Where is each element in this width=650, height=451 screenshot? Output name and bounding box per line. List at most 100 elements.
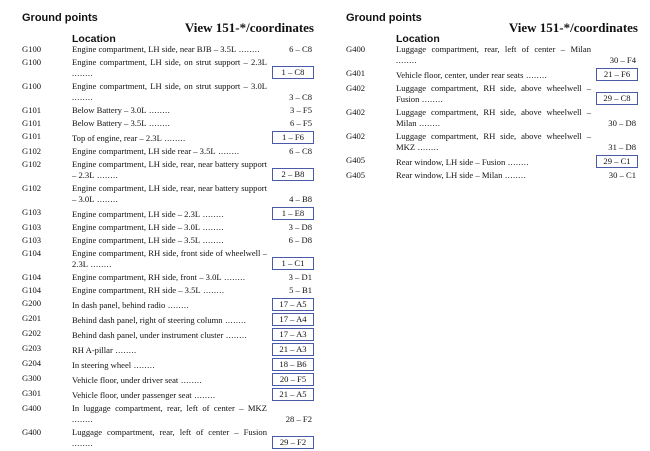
ground-row: G301 Vehicle floor, under passenger seat 2… — [22, 388, 314, 401]
ground-id: G100 — [22, 44, 42, 54]
ref-link[interactable]: 21 – F6 — [596, 68, 638, 81]
ref-link[interactable]: 18 – B6 — [272, 358, 314, 371]
ground-id: G104 — [22, 285, 42, 295]
ground-id: G104 — [22, 248, 42, 258]
ground-row: G102 Engine compartment, LH side, rear, n… — [22, 183, 314, 205]
location-text: Engine compartment, LH side, near BJB – … — [72, 44, 267, 55]
ground-id: G405 — [346, 170, 366, 180]
ref-link[interactable]: 20 – F5 — [272, 373, 314, 386]
ground-id: G101 — [22, 131, 42, 141]
ref-cell: 3 – C8 — [267, 92, 314, 103]
section-title: Ground points — [346, 12, 422, 24]
location-text: Vehicle floor, center, under rear seats — [396, 70, 591, 81]
location-text: RH A-pillar — [72, 345, 267, 356]
ref-cell: 29 – F2 — [267, 436, 314, 449]
ref-link: 3 – C8 — [289, 92, 312, 102]
ref-link[interactable]: 29 – C1 — [596, 155, 638, 168]
location-text: Engine compartment, LH side – 2.3L — [72, 209, 267, 220]
ref-cell: 30 – C1 — [591, 170, 638, 181]
ref-cell: 3 – D1 — [267, 272, 314, 283]
ground-row: G300 Vehicle floor, under driver seat 20 –… — [22, 373, 314, 386]
location-text: Luggage compartment, RH side, above whee… — [396, 83, 591, 105]
ground-row: G400 Luggage compartment, rear, left of c… — [346, 44, 638, 66]
ground-id: G104 — [22, 272, 42, 282]
ref-link[interactable]: 17 – A3 — [272, 328, 314, 341]
ref-link[interactable]: 1 – F6 — [272, 131, 314, 144]
location-text: Engine compartment, LH side, rear, near … — [72, 183, 267, 205]
ref-link[interactable]: 17 – A5 — [272, 298, 314, 311]
ref-cell: 2 – B8 — [267, 168, 314, 181]
ref-cell: 6 – C8 — [267, 146, 314, 157]
ground-row: G100 Engine compartment, LH side, on stru… — [22, 81, 314, 103]
ref-link: 3 – D1 — [288, 272, 312, 282]
section-title: Ground points — [22, 12, 98, 24]
ref-link[interactable]: 21 – A5 — [272, 388, 314, 401]
ground-id: G203 — [22, 343, 42, 353]
ref-cell: 6 – C8 — [267, 44, 314, 55]
location-text: Engine compartment, RH side, front – 3.0… — [72, 272, 267, 283]
ref-link[interactable]: 17 – A4 — [272, 313, 314, 326]
ground-id: G402 — [346, 131, 366, 141]
ref-link: 6 – D8 — [288, 235, 312, 245]
ground-id: G200 — [22, 298, 42, 308]
ground-id: G405 — [346, 155, 366, 165]
ground-id: G402 — [346, 107, 366, 117]
ref-link: 30 – D8 — [608, 118, 636, 128]
ground-row: G100 Engine compartment, LH side, on stru… — [22, 57, 314, 79]
location-text: Vehicle floor, under passenger seat — [72, 390, 267, 401]
location-text: In dash panel, behind radio — [72, 300, 267, 311]
ref-link: 6 – C8 — [289, 44, 312, 54]
ground-id: G301 — [22, 388, 42, 398]
ref-link[interactable]: 2 – B8 — [272, 168, 314, 181]
ground-row: G201 Behind dash panel, right of steering… — [22, 313, 314, 326]
location-text: Behind dash panel, under instrument clus… — [72, 330, 267, 341]
ground-id: G103 — [22, 222, 42, 232]
location-text: Luggage compartment, rear, left of cente… — [396, 44, 591, 66]
ground-id: G402 — [346, 83, 366, 93]
view-title: View 151-*/coordinates — [184, 20, 314, 35]
ground-row: G103 Engine compartment, LH side – 2.3L 1 … — [22, 207, 314, 220]
ground-row: G101 Below Battery – 3.5L 6 – F5 — [22, 118, 314, 129]
ref-cell: 1 – C8 — [267, 66, 314, 79]
location-text: Top of engine, rear – 2.3L — [72, 133, 267, 144]
ground-id: G103 — [22, 235, 42, 245]
location-heading: Location — [396, 33, 440, 45]
ref-link: 5 – B1 — [289, 285, 312, 295]
ref-cell: 28 – F2 — [267, 414, 314, 425]
ref-link: 30 – F4 — [609, 55, 636, 65]
ground-row: G400 In luggage compartment, rear, left o… — [22, 403, 314, 425]
ref-link: 3 – F5 — [290, 105, 312, 115]
location-text: Luggage compartment, RH side, above whee… — [396, 107, 591, 129]
ground-row: G104 Engine compartment, RH side, front s… — [22, 248, 314, 270]
ref-link: 3 – D8 — [288, 222, 312, 232]
ref-cell: 18 – B6 — [267, 358, 314, 371]
ground-id: G100 — [22, 81, 42, 91]
ref-link[interactable]: 1 – E8 — [272, 207, 314, 220]
ground-row: G100 Engine compartment, LH side, near BJ… — [22, 44, 314, 55]
header: Ground points View 151-*/coordinates Locat… — [22, 12, 314, 45]
ground-id: G102 — [22, 146, 42, 156]
ground-row: G104 Engine compartment, RH side, front –… — [22, 272, 314, 283]
ground-row: G400 Luggage compartment, rear, left of c… — [22, 427, 314, 449]
ground-id: G401 — [346, 68, 366, 78]
ref-link[interactable]: 1 – C8 — [272, 66, 314, 79]
view-title: View 151-*/coordinates — [508, 20, 638, 35]
ground-id: G101 — [22, 105, 42, 115]
ref-link[interactable]: 1 – C1 — [272, 257, 314, 270]
ref-link[interactable]: 21 – A3 — [272, 343, 314, 356]
ground-row: G101 Top of engine, rear – 2.3L 1 – F6 — [22, 131, 314, 144]
ref-link: 6 – F5 — [290, 118, 312, 128]
ref-link[interactable]: 29 – F2 — [272, 436, 314, 449]
ref-cell: 4 – B8 — [267, 194, 314, 205]
ref-cell: 29 – C8 — [591, 92, 638, 105]
ref-cell: 6 – F5 — [267, 118, 314, 129]
ref-link: 28 – F2 — [285, 414, 312, 424]
ref-cell: 20 – F5 — [267, 373, 314, 386]
ref-cell: 21 – A5 — [267, 388, 314, 401]
ground-id: G400 — [346, 44, 366, 54]
ground-row: G104 Engine compartment, RH side – 3.5L 5 … — [22, 285, 314, 296]
ref-link[interactable]: 29 – C8 — [596, 92, 638, 105]
ground-row: G405 Rear window, LH side – Milan 30 – C1 — [346, 170, 638, 181]
ground-row: G405 Rear window, LH side – Fusion 29 – C1 — [346, 155, 638, 168]
